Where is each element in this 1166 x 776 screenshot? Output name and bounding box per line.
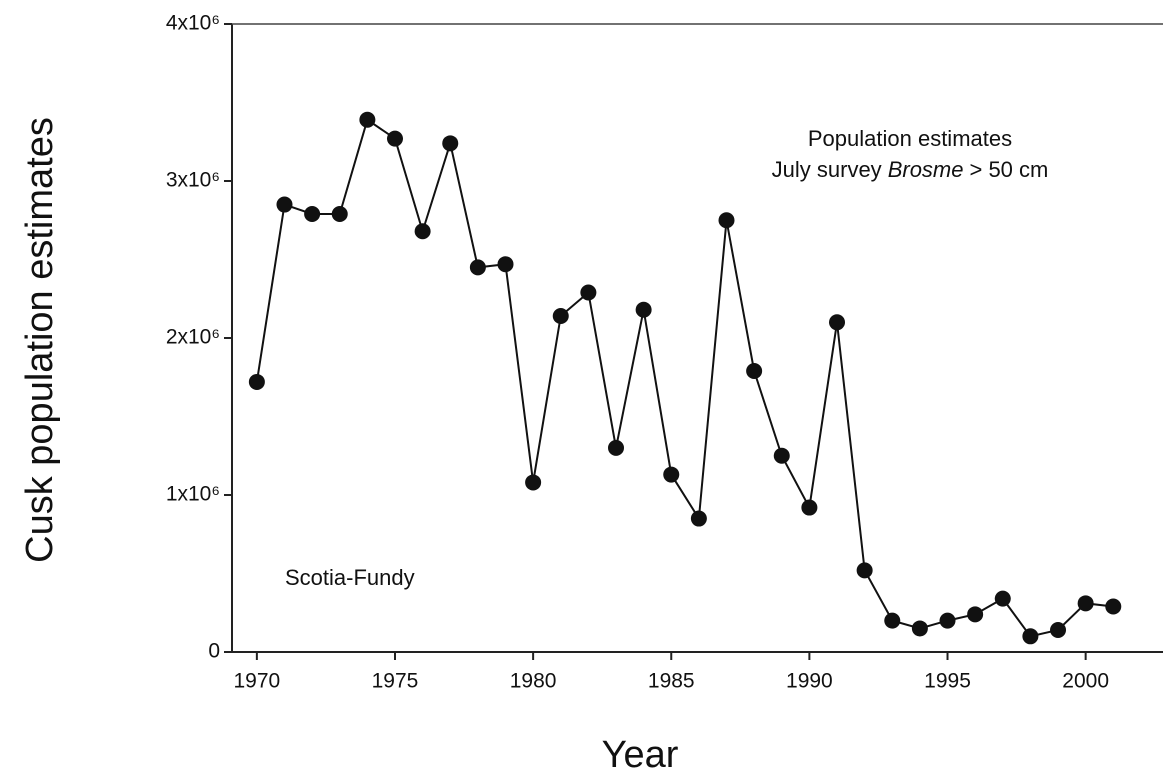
annotation-part: Brosme — [888, 157, 964, 182]
data-point — [663, 466, 680, 483]
data-point — [939, 612, 956, 629]
data-point — [414, 223, 431, 240]
data-point — [331, 205, 348, 222]
data-point — [497, 256, 514, 273]
y-tick-label: 0 — [208, 640, 220, 663]
x-tick-label: 1990 — [786, 670, 833, 693]
annotation-title: Population estimates — [808, 126, 1012, 151]
annotation-subtitle: July survey Brosme > 50 cm — [772, 157, 1049, 182]
annotation-part: > 50 cm — [969, 157, 1048, 182]
data-point — [276, 196, 293, 213]
data-point — [773, 447, 790, 464]
y-tick-label: 2x10⁶ — [166, 326, 220, 349]
data-point — [829, 314, 846, 331]
data-point — [718, 212, 735, 229]
data-point — [442, 135, 459, 152]
x-tick-label: 1980 — [510, 670, 557, 693]
data-point — [608, 439, 625, 456]
data-point — [469, 259, 486, 276]
y-tick-label: 3x10⁶ — [166, 169, 220, 192]
data-point — [1050, 622, 1067, 639]
data-point — [746, 362, 763, 379]
data-point — [690, 510, 707, 527]
data-point — [525, 474, 542, 491]
y-axis-title: Cusk population estimates — [19, 117, 61, 563]
data-point — [386, 130, 403, 147]
data-point — [911, 620, 928, 637]
x-axis-title: Year — [602, 734, 679, 776]
data-point — [580, 284, 597, 301]
annotation-part: July survey — [772, 157, 882, 182]
data-point — [552, 308, 569, 325]
data-point — [635, 301, 652, 318]
x-tick-label: 1995 — [924, 670, 971, 693]
data-point — [1022, 628, 1039, 645]
x-tick-label: 2000 — [1062, 670, 1109, 693]
x-tick-label: 1975 — [372, 670, 419, 693]
data-point — [304, 205, 321, 222]
data-point — [1077, 595, 1094, 612]
y-tick-label: 4x10⁶ — [166, 12, 220, 35]
data-point — [856, 562, 873, 579]
data-point — [994, 590, 1011, 607]
data-point — [248, 373, 265, 390]
x-tick-label: 1970 — [234, 670, 281, 693]
data-point — [359, 111, 376, 128]
data-point — [1105, 598, 1122, 615]
data-point — [884, 612, 901, 629]
data-line — [255, 118, 1114, 638]
annotation-region: Scotia-Fundy — [285, 565, 415, 590]
y-tick-label: 1x10⁶ — [166, 483, 220, 506]
data-point — [801, 499, 818, 516]
x-tick-label: 1985 — [648, 670, 695, 693]
data-point — [967, 606, 984, 623]
